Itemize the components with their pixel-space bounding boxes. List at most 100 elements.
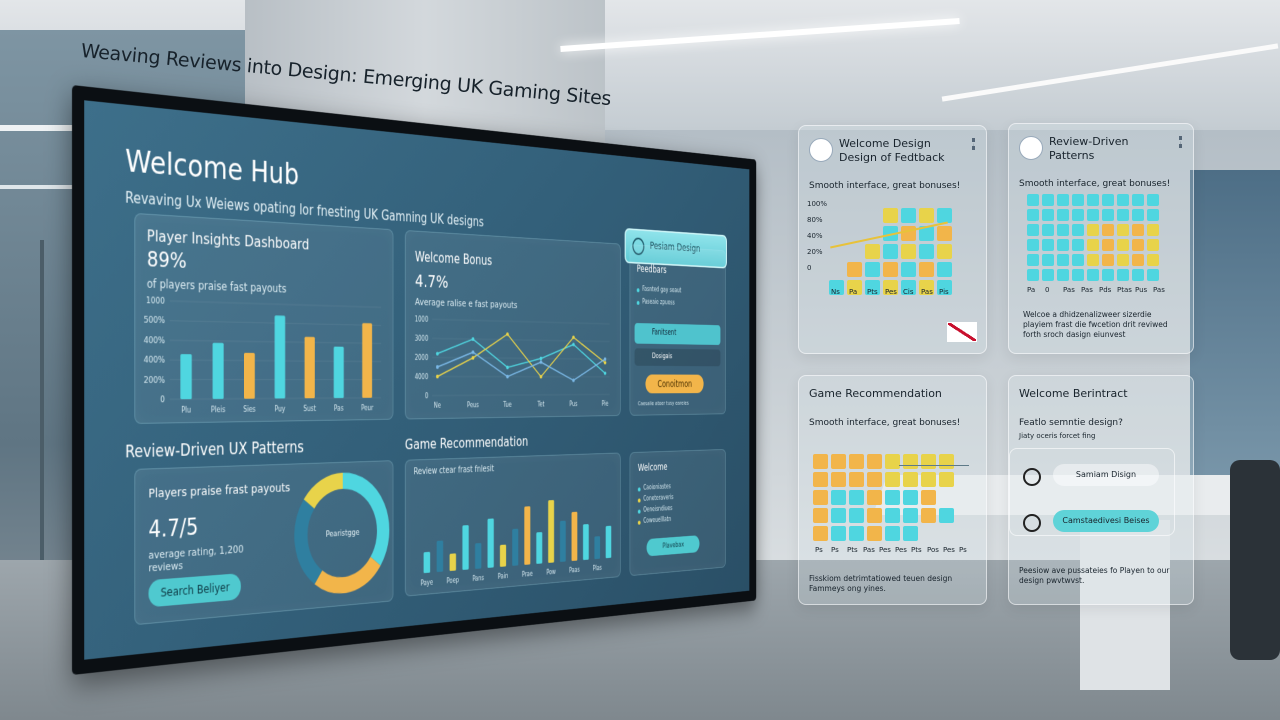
patterns-card: Players praise frast payouts 4.7/5 average… (134, 460, 394, 626)
heat-cell (865, 262, 880, 277)
bar (304, 336, 315, 399)
heat-cell (813, 472, 828, 487)
list-item: Coweuelllatn (643, 515, 672, 525)
bar (536, 532, 543, 564)
rating: 4.7/5 (148, 513, 199, 544)
floating-panel: Review-Driven Patterns Smooth interface, … (1008, 123, 1194, 354)
action-button[interactable]: Conoitmon (645, 374, 704, 394)
card-caption: Review ctear frast fnlesit (413, 464, 494, 477)
heat-cell (919, 280, 934, 295)
x-tick-label: Cis (903, 288, 914, 296)
card-footer: Caesalie atoer tusy eareies (637, 400, 689, 407)
heat-cell (937, 208, 952, 223)
heat-cell (847, 262, 862, 277)
heat-cell (1117, 194, 1129, 206)
section-heading: Review-Driven UX Patterns (125, 438, 304, 463)
x-tick-label: Pleis (211, 405, 225, 414)
panel-footer: Welcoe a dhidzenalizweer sizerdie playie… (1023, 310, 1168, 339)
heat-cell (1042, 269, 1054, 281)
heat-cell (919, 244, 934, 259)
x-tick-label: Pie (602, 400, 609, 408)
welcome-button[interactable]: Plavebax (646, 535, 700, 557)
donut-label: Pearistgge (326, 527, 360, 539)
x-tick-label: Paye (421, 578, 434, 587)
panel-menu (1179, 136, 1185, 148)
x-tick-label: Pas (1063, 286, 1075, 294)
heat-cell (937, 262, 952, 277)
feedback-button[interactable] (634, 348, 721, 367)
x-tick-label: Ps (959, 546, 967, 554)
x-tick-label: Prae (522, 570, 533, 579)
x-tick-label: Plu (181, 405, 191, 414)
line-point (506, 365, 509, 370)
heat-cell (1057, 269, 1069, 281)
heat-cell (1132, 269, 1144, 281)
insights-card: Player Insights Dashboard 89% of players p… (134, 212, 394, 424)
heat-cell (1057, 209, 1069, 221)
grid-line (432, 394, 609, 395)
x-tick-label: Pas (863, 546, 875, 554)
heat-cell (1042, 239, 1054, 251)
search-button[interactable]: Search Beliyer (148, 573, 241, 608)
list-bullet (637, 498, 641, 503)
card-stat: 4.7% (414, 269, 449, 293)
office-chair (1230, 460, 1280, 660)
heat-cell (939, 454, 954, 469)
heat-cell (831, 526, 846, 541)
heat-cell (847, 280, 862, 295)
x-tick-label: Pain (498, 572, 508, 581)
heat-cell (813, 526, 828, 541)
option-box (1009, 448, 1175, 536)
bar (487, 518, 494, 568)
heat-cell (901, 280, 916, 295)
bar (583, 524, 589, 561)
heat-cell (1042, 209, 1054, 221)
heat-cell (849, 490, 864, 505)
bar (212, 342, 224, 399)
heat-cell (1072, 224, 1084, 236)
line-point (539, 360, 543, 364)
heat-cell (1072, 209, 1084, 221)
option-icon (1023, 468, 1041, 486)
option-button[interactable]: Camstaedivesi Beises (1053, 510, 1159, 532)
heat-cell (1072, 194, 1084, 206)
heat-cell (937, 244, 952, 259)
panel-note: Jiaty oceris forcet fing (1019, 432, 1096, 440)
x-tick-label: Puy (275, 404, 286, 413)
option-button[interactable]: Samiam Disign (1053, 464, 1159, 486)
heat-cell (939, 508, 954, 523)
card-caption: Average ralise e fast payouts (414, 296, 518, 311)
line-point (471, 337, 475, 342)
right-window (1190, 170, 1280, 500)
card-title: Welcome (637, 461, 668, 474)
x-tick-label: Pes (885, 288, 897, 296)
bar (180, 354, 192, 400)
panel-title: Welcome Berintract (1019, 387, 1128, 400)
heat-cell (849, 472, 864, 487)
y-tick-label: 4000 (415, 373, 429, 381)
line-point (435, 365, 439, 369)
heat-cell (1057, 224, 1069, 236)
x-tick-label: Pas (921, 288, 933, 296)
heat-cell (1057, 254, 1069, 266)
line-series (437, 352, 605, 381)
x-tick-label: Tue (503, 401, 512, 409)
option-icon (1023, 514, 1041, 532)
heat-cell (1132, 209, 1144, 221)
heat-cell (1102, 239, 1114, 251)
heat-cell (1072, 239, 1084, 251)
x-tick-label: Ps (815, 546, 823, 554)
y-tick-label: 3000 (415, 334, 429, 343)
heat-cell (937, 280, 952, 295)
line-point (471, 355, 475, 360)
y-tick-label: 0 (160, 394, 165, 404)
heat-cell (1072, 254, 1084, 266)
feedback-button[interactable] (634, 322, 721, 346)
list-item: Fasnted gay seaut (642, 285, 682, 294)
heat-cell (867, 454, 882, 469)
heat-cell (1117, 209, 1129, 221)
bar (548, 499, 555, 563)
heat-cell (865, 280, 880, 295)
bonus-card: Welcome Bonus 4.7% Average ralise e fast p… (404, 230, 621, 420)
